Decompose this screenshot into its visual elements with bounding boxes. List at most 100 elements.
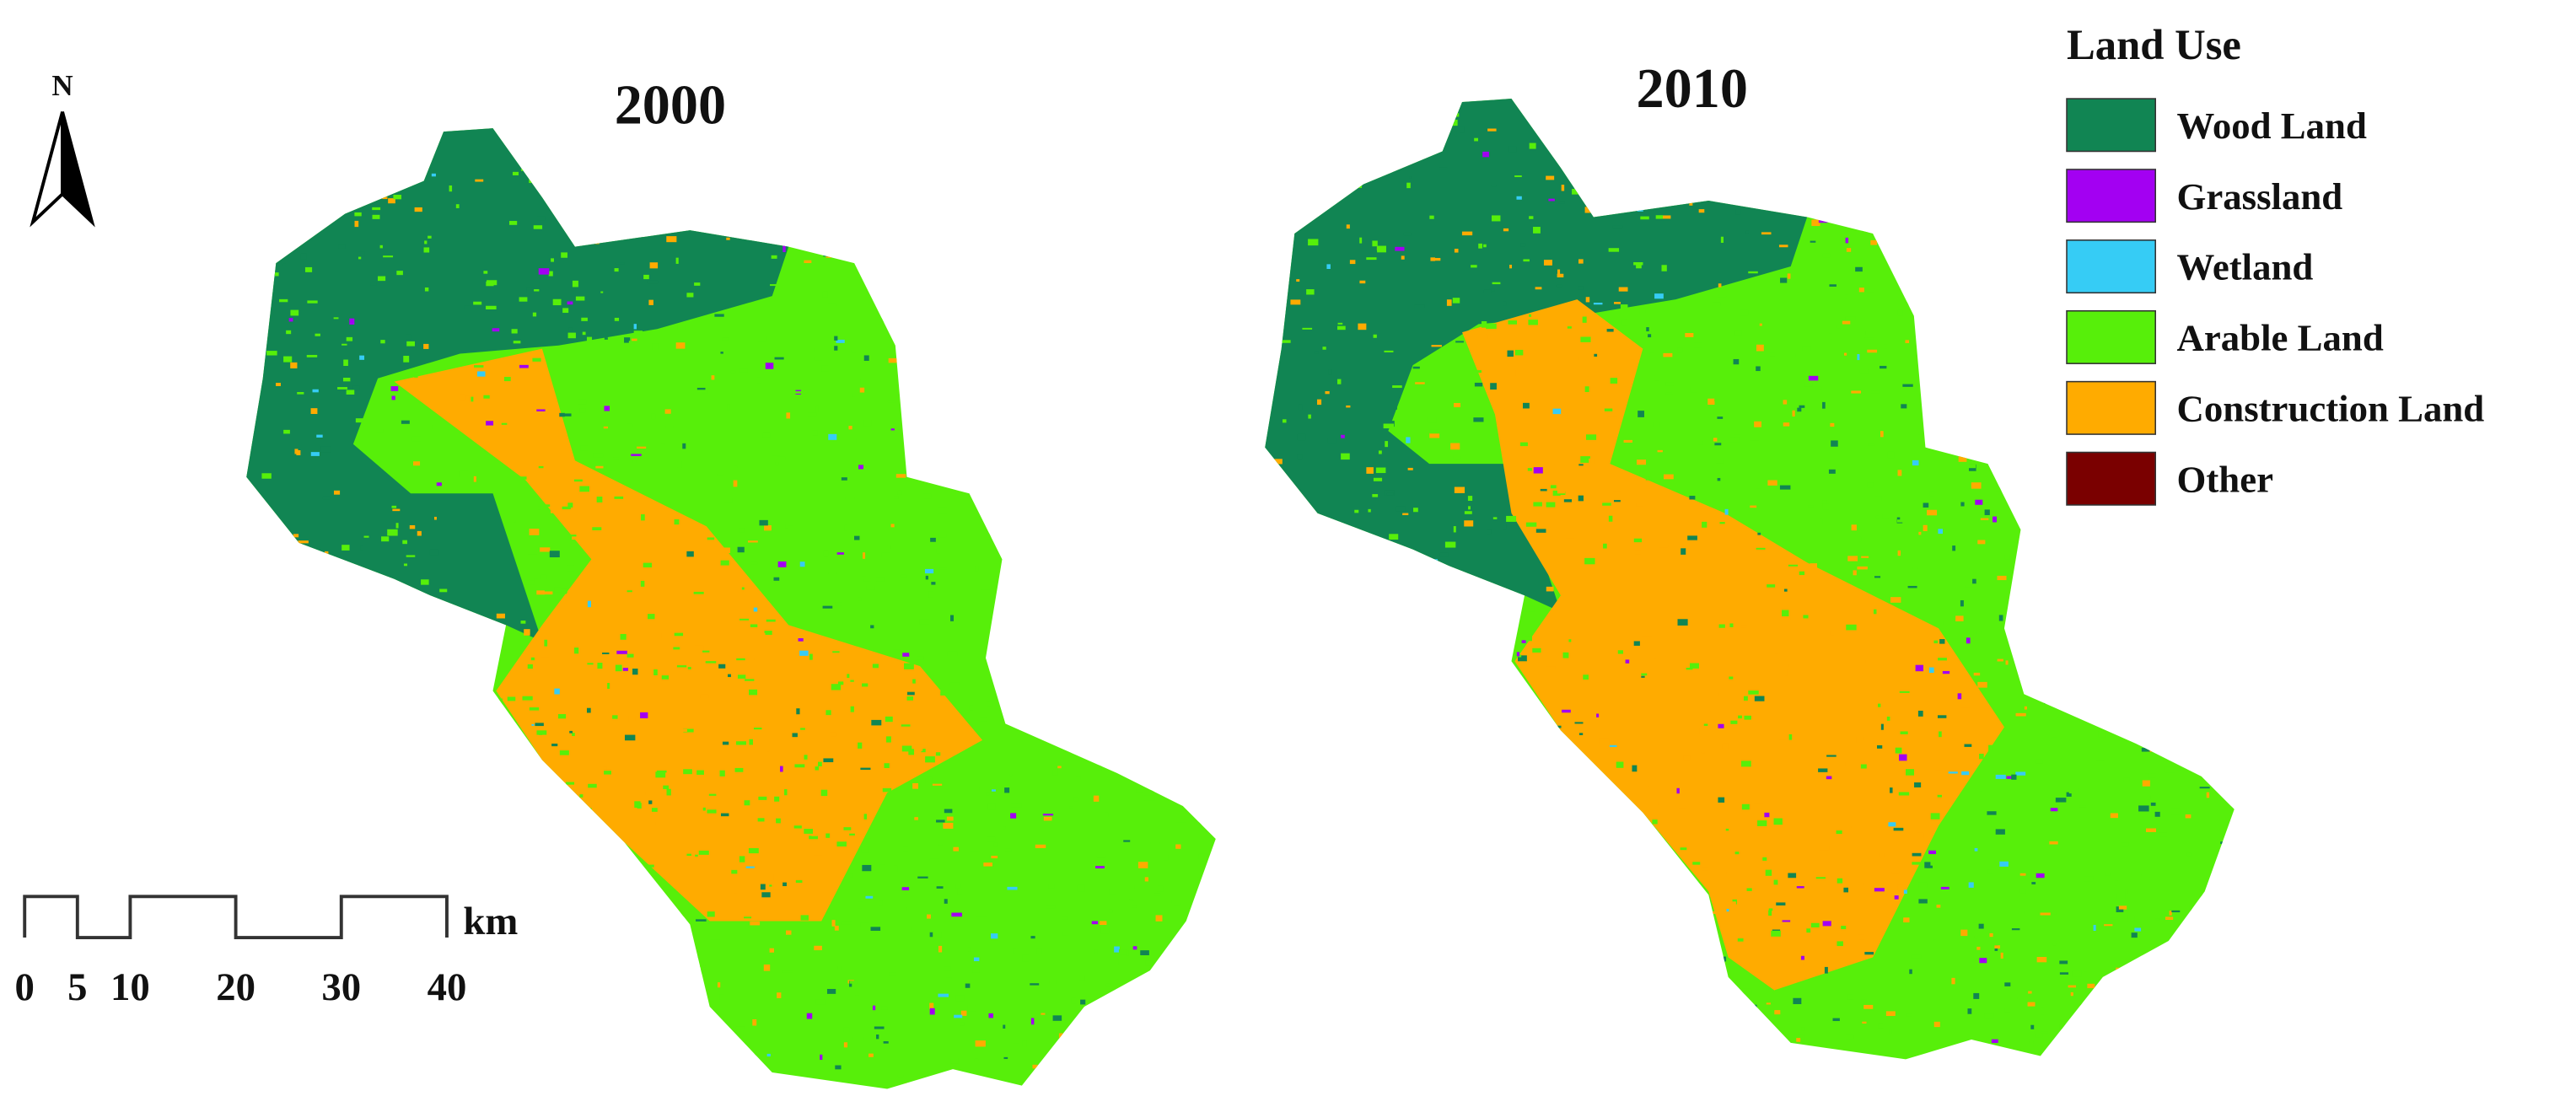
- land-patch: [1468, 723, 1474, 728]
- land-patch: [691, 812, 703, 816]
- land-patch: [673, 647, 680, 650]
- land-patch: [1490, 1028, 1495, 1032]
- land-patch: [919, 619, 930, 625]
- land-patch: [497, 727, 508, 733]
- land-patch: [1099, 717, 1106, 721]
- land-patch: [493, 1090, 500, 1096]
- land-patch: [1422, 740, 1430, 745]
- land-patch: [1580, 336, 1591, 342]
- land-patch: [626, 423, 633, 428]
- land-patch: [734, 465, 738, 469]
- land-patch: [782, 135, 785, 138]
- land-patch: [592, 901, 600, 905]
- land-patch: [1574, 921, 1579, 925]
- land-patch: [604, 337, 608, 340]
- land-patch: [1617, 650, 1624, 654]
- land-patch: [483, 271, 488, 274]
- land-patch: [637, 446, 647, 449]
- land-patch: [1486, 323, 1497, 330]
- land-patch: [1636, 261, 1642, 269]
- land-patch: [1199, 937, 1208, 944]
- land-patch: [1083, 505, 1094, 508]
- land-patch: [980, 717, 987, 722]
- map-title: 2010: [1637, 58, 1748, 120]
- land-patch: [352, 650, 358, 658]
- land-patch: [955, 884, 961, 889]
- land-patch: [1578, 934, 1584, 938]
- land-patch: [1614, 1030, 1617, 1037]
- land-patch: [1860, 330, 1866, 336]
- land-patch: [1032, 1064, 1038, 1069]
- land-patch: [741, 587, 745, 590]
- land-patch: [1641, 673, 1648, 676]
- land-patch: [246, 1024, 251, 1031]
- land-patch: [748, 540, 758, 543]
- land-patch: [1048, 668, 1057, 674]
- land-patch: [633, 938, 640, 944]
- land-patch: [1965, 585, 1975, 588]
- land-patch: [1550, 485, 1557, 489]
- legend-label: Construction Land: [2177, 387, 2485, 429]
- land-patch: [1131, 1049, 1141, 1056]
- land-patch: [1141, 744, 1149, 750]
- land-patch: [1667, 948, 1673, 955]
- legend: Land Use Wood LandGrasslandWetlandArable…: [2066, 21, 2485, 506]
- land-patch: [1689, 948, 1697, 955]
- land-patch: [1482, 854, 1489, 857]
- land-patch: [1189, 919, 1197, 926]
- land-patch: [527, 551, 538, 555]
- land-patch: [2220, 1034, 2229, 1040]
- land-patch: [1518, 654, 1522, 658]
- land-patch: [950, 1058, 959, 1064]
- land-patch: [1939, 639, 1945, 644]
- land-patch: [649, 215, 658, 223]
- land-patch: [536, 730, 547, 735]
- land-patch: [356, 647, 363, 653]
- land-patch: [524, 629, 530, 636]
- land-patch: [1730, 720, 1738, 724]
- land-patch: [951, 163, 955, 168]
- land-patch: [1343, 568, 1353, 572]
- land-patch: [1537, 872, 1545, 879]
- land-patch: [1109, 889, 1116, 895]
- land-patch: [1924, 323, 1929, 328]
- land-patch: [664, 409, 671, 414]
- land-patch: [1694, 342, 1702, 348]
- land-patch: [1127, 677, 1134, 684]
- land-patch: [1525, 918, 1530, 922]
- land-patch: [1995, 774, 2006, 779]
- land-patch: [1449, 114, 1457, 117]
- land-patch: [631, 454, 642, 456]
- land-patch: [1199, 1082, 1207, 1087]
- land-patch: [520, 169, 525, 171]
- land-patch: [543, 1052, 553, 1055]
- land-patch: [1279, 145, 1288, 153]
- land-patch: [869, 204, 878, 209]
- land-patch: [1056, 540, 1066, 547]
- land-patch: [2251, 1061, 2257, 1064]
- land-patch: [773, 884, 783, 890]
- land-patch: [1154, 334, 1162, 339]
- land-patch: [1519, 442, 1528, 447]
- land-patch: [1928, 850, 1936, 855]
- land-patch: [1173, 189, 1177, 193]
- land-patch: [863, 552, 866, 559]
- land-patch: [1831, 440, 1838, 447]
- land-patch: [1585, 872, 1595, 876]
- land-patch: [1567, 326, 1572, 329]
- land-patch: [1794, 163, 1799, 170]
- land-patch: [1533, 227, 1541, 234]
- land-patch: [2180, 674, 2191, 678]
- land-patch: [1326, 169, 1331, 174]
- land-patch: [1864, 337, 1874, 340]
- land-patch: [917, 876, 928, 879]
- land-patch: [479, 960, 489, 964]
- land-patch: [826, 710, 831, 716]
- land-patch: [514, 1029, 518, 1032]
- land-patch: [413, 836, 424, 842]
- land-patch: [1211, 814, 1216, 820]
- land-patch: [2039, 145, 2050, 148]
- land-patch: [627, 1088, 634, 1089]
- land-patch: [2109, 678, 2114, 684]
